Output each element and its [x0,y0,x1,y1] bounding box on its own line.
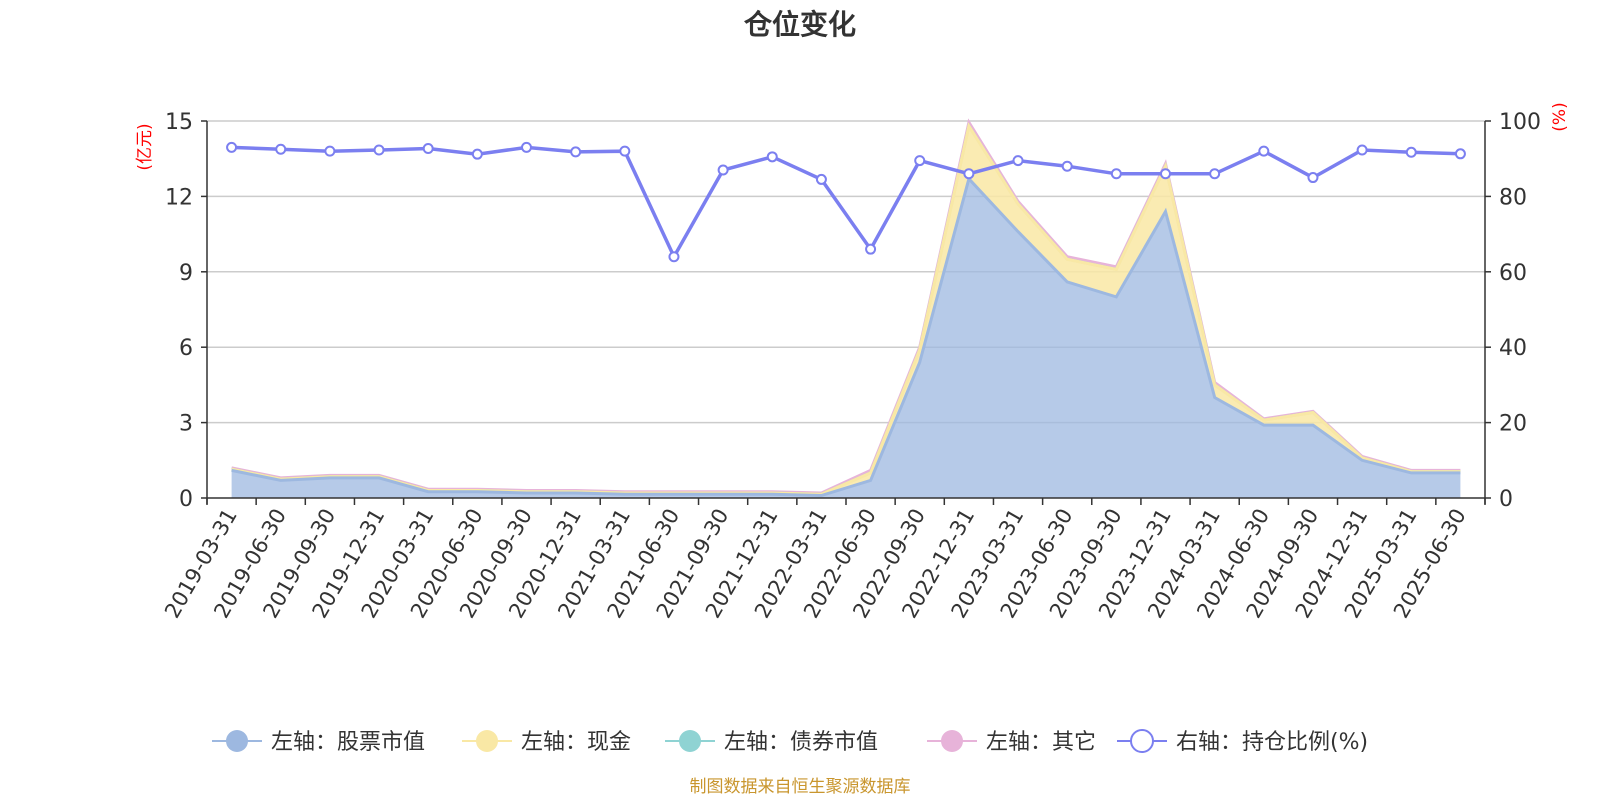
legend-marker-other [941,730,963,752]
ratio-point [570,146,582,158]
legend-marker-bond [679,730,701,752]
ratio-line [231,145,1461,261]
legend-label-bond: 左轴：债券市值 [724,730,878,755]
left-axis-tick-label: 15 [165,110,193,135]
ratio-point [766,151,778,163]
right-axis-tick-label: 0 [1499,487,1513,512]
legend-marker-ratio [1130,729,1154,753]
ratio-point [521,141,532,153]
ratio-point [471,148,483,160]
legend: 左轴：股票市值 左轴：现金 左轴：债券市值 左轴：其它 右轴：持仓比例(%) [212,729,1368,755]
ratio-point [963,168,975,180]
ratio-point [1061,160,1073,172]
ratio-point [275,143,287,155]
ratio-point [914,155,926,167]
ratio-point [1258,145,1270,157]
axes: 036912150204060801002019-03-312019-06-30… [160,110,1541,622]
ratio-point [619,145,631,157]
ratio-point [1110,168,1122,180]
ratio-point [1307,172,1319,184]
area-stock [231,178,1461,499]
legend-label-other: 左轴：其它 [986,730,1096,755]
area-edge-stock [231,175,1461,498]
ratio-point [1405,146,1417,158]
holding-ratio-line [226,141,1466,263]
ratio-point [324,145,336,157]
right-axis-unit-label: (%) [1550,102,1570,131]
left-axis-tick-label: 0 [179,487,193,512]
stacked-area-series [231,118,1461,499]
legend-label-ratio: 右轴：持仓比例(%) [1176,730,1368,755]
ratio-point [815,173,827,185]
ratio-point [373,144,385,156]
right-axis-tick-label: 40 [1499,336,1527,361]
left-axis-tick-label: 12 [165,185,193,210]
left-axis-tick-label: 6 [179,336,193,361]
left-axis-tick-label: 3 [179,412,193,437]
ratio-point [1356,144,1368,156]
ratio-point [1160,168,1171,180]
legend-marker-stock [226,730,248,752]
ratio-point [865,243,877,255]
left-axis-tick-label: 9 [179,261,193,286]
legend-marker-cash [476,730,498,752]
ratio-point [226,141,238,153]
ratio-point [1454,148,1466,160]
chart-title: 仓位变化 [744,8,856,41]
area-cash [231,126,1461,496]
ratio-point [668,251,680,263]
right-axis-tick-label: 100 [1499,110,1541,135]
data-source-note: 制图数据来自恒生聚源数据库 [690,777,911,797]
ratio-point [1012,155,1024,167]
right-axis-tick-label: 20 [1499,412,1527,437]
ratio-point [422,143,434,155]
legend-label-cash: 左轴：现金 [521,730,631,755]
ratio-point [717,164,729,176]
legend-label-stock: 左轴：股票市值 [271,730,425,755]
right-axis-tick-label: 60 [1499,261,1527,286]
ratio-point [1209,168,1221,180]
left-axis-unit-label: (亿元) [135,123,155,170]
right-axis-tick-label: 80 [1499,185,1527,210]
